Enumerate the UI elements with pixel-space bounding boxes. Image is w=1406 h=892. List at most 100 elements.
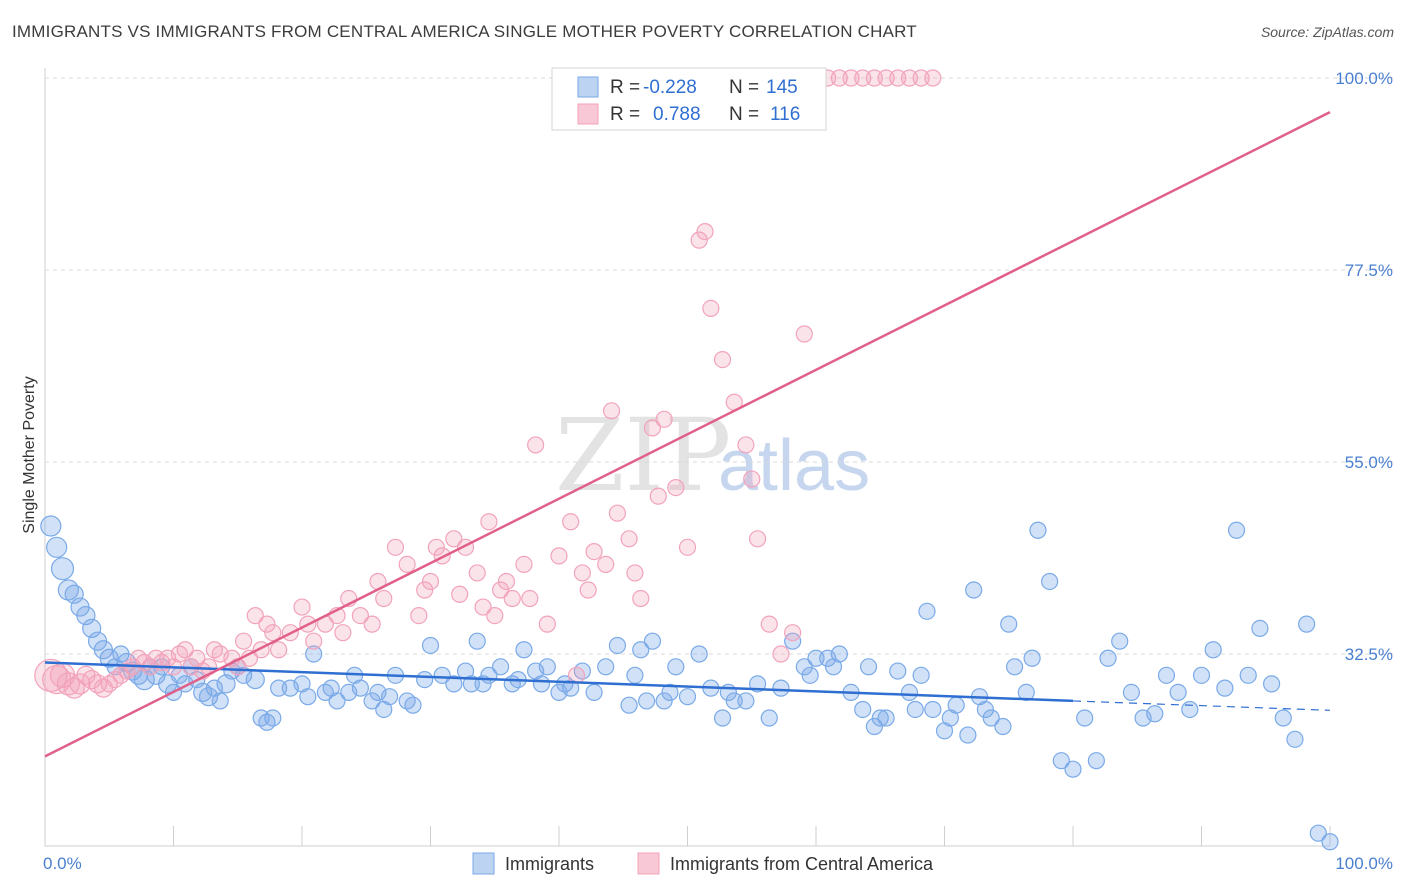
central-america-point-75 [573,564,591,582]
trend-line-central-america [44,111,1331,758]
immigrants-point-147 [1239,666,1257,684]
y-tick-label-0: 32.5% [1345,645,1393,664]
legend-r-label-1: R = [610,77,640,98]
immigrants-point-151 [1286,730,1304,748]
immigrants-point-123 [982,709,1000,727]
immigrants-point-111 [900,683,919,702]
immigrants-point-135 [1099,649,1117,667]
immigrants-point-144 [1204,641,1222,659]
immigrants-point-79 [620,696,638,714]
immigrants-point-55 [404,696,422,714]
central-america-point-88 [678,538,697,556]
immigrants-point-124 [994,717,1012,736]
y-tick-label-2: 77.5% [1345,261,1393,280]
immigrants-point-34 [245,669,265,690]
x-tick-label-1: 100.0% [1335,854,1393,873]
immigrants-point-136 [1111,632,1129,650]
central-america-point-98 [772,645,790,663]
central-america-point-62 [474,598,492,616]
central-america-point-104 [842,69,860,87]
immigrants-point-65 [491,658,510,676]
immigrants-point-71 [538,658,556,676]
immigrants-point-87 [678,688,697,706]
central-america-point-64 [486,606,504,625]
immigrants-point-61 [462,675,480,693]
central-america-point-80 [608,504,627,522]
immigrants-point-99 [801,666,819,684]
immigrants-point-38 [270,679,288,697]
central-america-point-103 [830,69,848,87]
immigrants-point-42 [305,645,323,663]
central-america-point-100 [795,325,813,343]
watermark-atlas: atlas [718,426,870,506]
central-america-point-106 [865,69,884,87]
immigrants-point-112 [906,700,924,719]
immigrants-point-105 [854,700,872,719]
immigrants-point-84 [655,692,673,710]
central-america-point-48 [363,615,381,633]
immigrants-point-152 [1298,615,1316,633]
immigrants-point-68 [515,641,533,659]
immigrants-point-132 [1064,760,1082,778]
immigrants-point-88 [690,645,708,663]
central-america-point-92 [713,351,732,369]
central-america-point-96 [748,530,767,548]
central-america-point-81 [620,530,638,548]
immigrants-point-59 [445,675,463,693]
immigrants-point-103 [830,645,848,663]
immigrants-point-96 [772,679,790,697]
immigrants-point-98 [795,658,813,676]
trend-lines [44,111,1331,758]
immigrants-point-126 [1005,658,1024,676]
central-america-point-23 [176,641,194,659]
immigrants-point-82 [638,692,656,710]
immigrants-point-148 [1251,619,1269,638]
central-america-point-83 [632,589,650,608]
immigrants-point-128 [1023,649,1041,667]
trend-line-immigrants-extension [1072,700,1331,711]
immigrants-point-95 [760,709,778,727]
central-america-point-90 [696,223,714,241]
series-central-america [34,69,942,699]
immigrants-point-153 [1309,824,1327,842]
immigrants-point-29 [211,692,229,710]
central-america-point-66 [497,572,516,591]
central-america-point-38 [270,641,288,659]
central-america-point-87 [667,479,685,497]
tick-labels: 32.5% 55.0% 77.5% 100.0% 0.0% 100.0% [43,69,1393,873]
y-tick-label-3: 100.0% [1335,69,1393,88]
central-america-point-45 [334,624,352,642]
immigrants-point-77 [597,658,615,676]
central-america-point-36 [258,615,276,633]
bottom-swatch-central-america [637,852,660,875]
legend-r-label-2: R = [610,104,640,125]
central-america-point-42 [305,632,323,650]
immigrants-point-83 [643,632,662,650]
immigrants-point-41 [299,688,317,706]
y-tick-label-1: 55.0% [1345,453,1393,472]
legend-n-value-1: 145 [766,77,798,98]
central-america-point-79 [602,402,621,420]
central-america-point-78 [597,555,615,574]
y-axis-label: Single Mother Poverty [21,376,38,533]
central-america-point-71 [538,615,556,633]
central-america-point-55 [421,572,440,591]
immigrants-point-142 [1181,700,1199,719]
central-america-point-109 [900,69,919,87]
legend-n-label-1: N = [729,77,759,98]
immigrants-point-70 [532,675,551,693]
central-america-point-47 [351,606,370,625]
immigrants-point-93 [737,692,755,710]
central-america-point-84 [643,419,662,437]
immigrants-point-133 [1076,709,1094,727]
central-america-point-82 [626,564,644,582]
central-america-point-61 [468,564,486,582]
immigrants-point-45 [328,692,346,710]
immigrants-point-139 [1146,705,1164,723]
immigrants-point-80 [626,666,644,684]
central-america-point-105 [854,69,872,87]
immigrants-point-109 [877,709,895,727]
central-america-point-34 [246,606,264,625]
series-legend: Immigrants Immigrants from Central Ameri… [472,852,934,875]
immigrants-point-92 [725,692,743,710]
